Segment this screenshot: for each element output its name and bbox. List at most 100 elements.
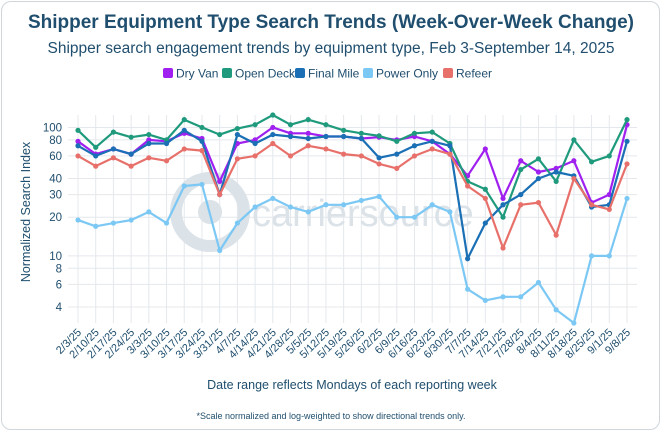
- data-point-power-only: [465, 286, 471, 292]
- data-point-final-mile: [411, 143, 418, 149]
- x-axis-title: Date range reflects Mondays of each repo…: [207, 378, 497, 392]
- chart-subtitle: Shipper search engagement trends by equi…: [48, 40, 615, 57]
- data-point-open-deck: [606, 153, 612, 159]
- data-point-open-deck: [553, 178, 559, 185]
- data-point-open-deck: [500, 214, 506, 220]
- data-point-final-mile: [518, 191, 524, 198]
- data-point-power-only: [287, 204, 294, 210]
- data-point-final-mile: [429, 138, 435, 144]
- chart-title: Shipper Equipment Type Search Trends (We…: [28, 12, 634, 33]
- data-point-refeer: [163, 158, 170, 164]
- data-point-power-only: [163, 220, 170, 226]
- data-point-refeer: [146, 155, 152, 161]
- data-point-final-mile: [500, 202, 506, 208]
- data-point-open-deck: [252, 122, 258, 128]
- data-point-final-mile: [376, 155, 382, 161]
- data-point-refeer: [270, 140, 276, 147]
- data-point-final-mile: [110, 146, 117, 152]
- legend-label: Open Deck: [235, 67, 296, 81]
- data-point-refeer: [429, 146, 435, 152]
- data-point-open-deck: [624, 117, 630, 123]
- data-point-dry-van: [270, 124, 276, 131]
- data-point-final-mile: [535, 175, 542, 182]
- legend-swatch: [222, 68, 232, 78]
- legend-item-refeer[interactable]: Refeer: [443, 67, 492, 81]
- data-point-final-mile: [93, 153, 99, 159]
- data-point-open-deck: [571, 137, 577, 143]
- data-point-open-deck: [323, 122, 329, 128]
- y-axis-title: Normalized Search Index: [19, 141, 33, 282]
- data-point-open-deck: [234, 125, 240, 132]
- data-point-open-deck: [93, 144, 99, 150]
- data-point-power-only: [394, 214, 400, 220]
- data-point-refeer: [234, 156, 240, 162]
- series-group: [75, 112, 630, 326]
- data-point-refeer: [181, 146, 187, 152]
- data-point-power-only: [341, 202, 347, 208]
- data-point-refeer: [376, 161, 382, 167]
- data-point-refeer: [128, 163, 134, 169]
- data-point-open-deck: [411, 130, 418, 136]
- legend-label: Final Mile: [308, 67, 360, 81]
- data-point-final-mile: [394, 151, 400, 157]
- data-point-final-mile: [341, 133, 347, 140]
- data-point-dry-van: [553, 165, 559, 171]
- data-point-final-mile: [287, 133, 294, 140]
- data-point-final-mile: [465, 256, 471, 262]
- data-point-dry-van: [75, 138, 81, 144]
- legend-item-power-only[interactable]: Power Only: [363, 67, 438, 81]
- data-point-refeer: [252, 153, 258, 159]
- data-point-final-mile: [323, 133, 329, 140]
- legend-swatch: [363, 68, 373, 78]
- data-point-refeer: [624, 161, 630, 167]
- data-point-power-only: [217, 247, 223, 254]
- legend-item-open-deck[interactable]: Open Deck: [222, 67, 296, 81]
- data-point-final-mile: [270, 131, 276, 138]
- legend-swatch: [163, 68, 173, 78]
- data-point-open-deck: [305, 117, 311, 123]
- data-point-final-mile: [482, 220, 488, 226]
- data-point-dry-van: [535, 169, 542, 175]
- y-tick-label: 30: [49, 190, 62, 202]
- data-point-power-only: [323, 202, 329, 208]
- data-point-power-only: [199, 181, 205, 188]
- data-point-final-mile: [252, 140, 258, 147]
- legend-label: Refeer: [456, 67, 492, 81]
- data-point-refeer: [518, 202, 524, 208]
- data-point-power-only: [376, 193, 382, 200]
- data-point-open-deck: [394, 138, 400, 144]
- data-point-power-only: [535, 279, 542, 286]
- data-point-refeer: [606, 206, 612, 213]
- data-point-open-deck: [181, 117, 187, 123]
- legend-item-final-mile[interactable]: Final Mile: [295, 67, 360, 81]
- data-point-power-only: [146, 209, 152, 215]
- data-point-final-mile: [447, 143, 453, 149]
- data-point-final-mile: [181, 127, 187, 133]
- legend: Dry Van Open Deck Final Mile Power Only Refe…: [163, 67, 492, 81]
- data-point-dry-van: [606, 191, 612, 198]
- data-point-open-deck: [535, 156, 542, 162]
- legend-item-dry-van[interactable]: Dry Van: [163, 67, 218, 81]
- data-point-dry-van: [146, 137, 152, 143]
- data-point-dry-van: [217, 178, 223, 185]
- data-point-refeer: [217, 191, 223, 198]
- data-point-refeer: [93, 163, 99, 169]
- y-tick-label: 20: [49, 212, 62, 224]
- data-point-power-only: [305, 209, 311, 215]
- data-point-open-deck: [75, 127, 81, 133]
- legend-swatch: [295, 68, 305, 78]
- data-point-power-only: [75, 217, 81, 223]
- data-point-open-deck: [482, 186, 488, 192]
- data-point-refeer: [323, 146, 329, 152]
- data-point-dry-van: [482, 146, 488, 152]
- y-tick-label: 100: [43, 122, 62, 134]
- data-point-refeer: [588, 202, 595, 208]
- legend-label: Power Only: [376, 67, 438, 81]
- y-tick-label: 40: [49, 174, 62, 186]
- y-tick-label: 80: [49, 135, 62, 147]
- data-point-open-deck: [287, 122, 294, 128]
- y-tick-label: 10: [49, 251, 62, 263]
- series-power-only: [75, 181, 630, 326]
- data-point-final-mile: [553, 169, 559, 175]
